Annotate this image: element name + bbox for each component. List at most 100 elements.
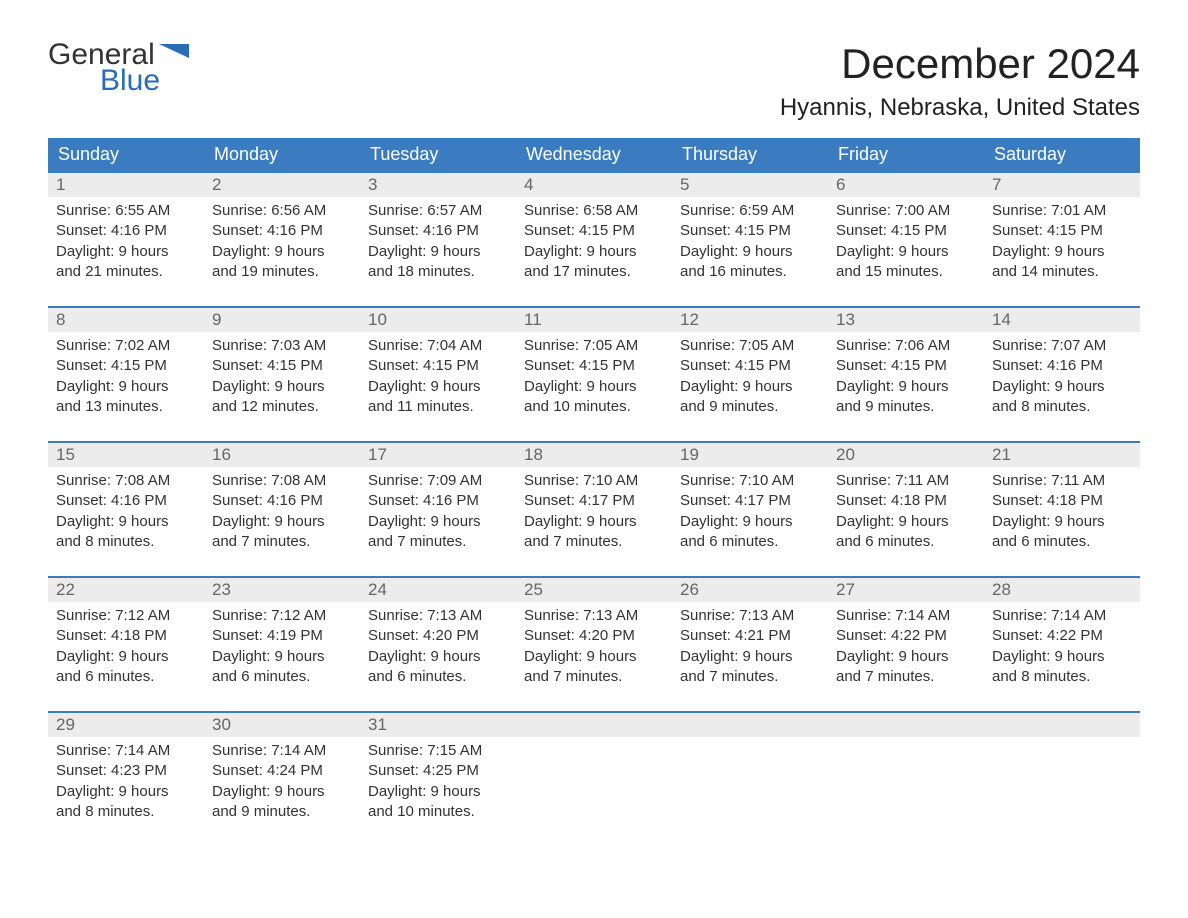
sunrise-text: Sunrise: 6:55 AM <box>56 201 196 221</box>
day-number: 10 <box>360 308 516 332</box>
sunrise-text: Sunrise: 6:59 AM <box>680 201 820 221</box>
daylight-line2: and 8 minutes. <box>992 667 1132 687</box>
day-number: 23 <box>204 578 360 602</box>
day-number: 2 <box>204 173 360 197</box>
sunrise-text: Sunrise: 7:03 AM <box>212 336 352 356</box>
daylight-line2: and 21 minutes. <box>56 262 196 282</box>
daylight-line1: Daylight: 9 hours <box>212 377 352 397</box>
daylight-line2: and 7 minutes. <box>524 532 664 552</box>
daylight-line1: Daylight: 9 hours <box>56 377 196 397</box>
day-body: Sunrise: 7:07 AMSunset: 4:16 PMDaylight:… <box>984 332 1140 425</box>
day-body: Sunrise: 7:10 AMSunset: 4:17 PMDaylight:… <box>516 467 672 560</box>
daylight-line2: and 7 minutes. <box>368 532 508 552</box>
day-body: Sunrise: 6:56 AMSunset: 4:16 PMDaylight:… <box>204 197 360 290</box>
daylight-line1: Daylight: 9 hours <box>836 647 976 667</box>
sunset-text: Sunset: 4:15 PM <box>524 356 664 376</box>
day-header-sunday: Sunday <box>48 138 204 171</box>
sunrise-text: Sunrise: 7:13 AM <box>368 606 508 626</box>
daylight-line2: and 10 minutes. <box>368 802 508 822</box>
day-cell: 31Sunrise: 7:15 AMSunset: 4:25 PMDayligh… <box>360 713 516 830</box>
day-cell: 25Sunrise: 7:13 AMSunset: 4:20 PMDayligh… <box>516 578 672 695</box>
sunrise-text: Sunrise: 7:01 AM <box>992 201 1132 221</box>
day-cell: 6Sunrise: 7:00 AMSunset: 4:15 PMDaylight… <box>828 173 984 290</box>
daylight-line2: and 8 minutes. <box>992 397 1132 417</box>
daylight-line2: and 19 minutes. <box>212 262 352 282</box>
daylight-line2: and 16 minutes. <box>680 262 820 282</box>
day-body: Sunrise: 7:11 AMSunset: 4:18 PMDaylight:… <box>984 467 1140 560</box>
day-body: Sunrise: 7:12 AMSunset: 4:18 PMDaylight:… <box>48 602 204 695</box>
week-row: 22Sunrise: 7:12 AMSunset: 4:18 PMDayligh… <box>48 576 1140 695</box>
daylight-line1: Daylight: 9 hours <box>56 782 196 802</box>
daylight-line2: and 17 minutes. <box>524 262 664 282</box>
day-header-tuesday: Tuesday <box>360 138 516 171</box>
sunset-text: Sunset: 4:15 PM <box>680 356 820 376</box>
day-cell: 8Sunrise: 7:02 AMSunset: 4:15 PMDaylight… <box>48 308 204 425</box>
day-cell: 19Sunrise: 7:10 AMSunset: 4:17 PMDayligh… <box>672 443 828 560</box>
title-block: December 2024 Hyannis, Nebraska, United … <box>780 40 1140 122</box>
sunrise-text: Sunrise: 7:02 AM <box>56 336 196 356</box>
day-cell: 5Sunrise: 6:59 AMSunset: 4:15 PMDaylight… <box>672 173 828 290</box>
sunrise-text: Sunrise: 7:08 AM <box>212 471 352 491</box>
day-number <box>516 713 672 737</box>
day-body: Sunrise: 7:06 AMSunset: 4:15 PMDaylight:… <box>828 332 984 425</box>
daylight-line2: and 6 minutes. <box>680 532 820 552</box>
daylight-line1: Daylight: 9 hours <box>212 242 352 262</box>
sunset-text: Sunset: 4:17 PM <box>524 491 664 511</box>
sunset-text: Sunset: 4:18 PM <box>56 626 196 646</box>
day-body: Sunrise: 7:13 AMSunset: 4:20 PMDaylight:… <box>360 602 516 695</box>
day-number: 12 <box>672 308 828 332</box>
day-body: Sunrise: 7:14 AMSunset: 4:23 PMDaylight:… <box>48 737 204 830</box>
day-cell: 4Sunrise: 6:58 AMSunset: 4:15 PMDaylight… <box>516 173 672 290</box>
daylight-line2: and 6 minutes. <box>992 532 1132 552</box>
daylight-line1: Daylight: 9 hours <box>992 377 1132 397</box>
daylight-line1: Daylight: 9 hours <box>524 377 664 397</box>
sunset-text: Sunset: 4:25 PM <box>368 761 508 781</box>
day-number: 27 <box>828 578 984 602</box>
day-body: Sunrise: 7:05 AMSunset: 4:15 PMDaylight:… <box>516 332 672 425</box>
day-cell: 22Sunrise: 7:12 AMSunset: 4:18 PMDayligh… <box>48 578 204 695</box>
daylight-line1: Daylight: 9 hours <box>992 647 1132 667</box>
sunset-text: Sunset: 4:16 PM <box>368 491 508 511</box>
day-number: 18 <box>516 443 672 467</box>
sunset-text: Sunset: 4:15 PM <box>836 356 976 376</box>
sunset-text: Sunset: 4:15 PM <box>56 356 196 376</box>
day-body: Sunrise: 7:04 AMSunset: 4:15 PMDaylight:… <box>360 332 516 425</box>
day-body: Sunrise: 6:59 AMSunset: 4:15 PMDaylight:… <box>672 197 828 290</box>
day-number <box>828 713 984 737</box>
day-number: 9 <box>204 308 360 332</box>
daylight-line2: and 18 minutes. <box>368 262 508 282</box>
day-number: 11 <box>516 308 672 332</box>
sunset-text: Sunset: 4:15 PM <box>836 221 976 241</box>
day-body: Sunrise: 7:15 AMSunset: 4:25 PMDaylight:… <box>360 737 516 830</box>
sunset-text: Sunset: 4:20 PM <box>524 626 664 646</box>
day-header-friday: Friday <box>828 138 984 171</box>
day-number: 31 <box>360 713 516 737</box>
day-number: 5 <box>672 173 828 197</box>
sunset-text: Sunset: 4:15 PM <box>992 221 1132 241</box>
sunrise-text: Sunrise: 7:14 AM <box>56 741 196 761</box>
day-cell: 23Sunrise: 7:12 AMSunset: 4:19 PMDayligh… <box>204 578 360 695</box>
daylight-line1: Daylight: 9 hours <box>992 242 1132 262</box>
day-header-wednesday: Wednesday <box>516 138 672 171</box>
sunrise-text: Sunrise: 7:05 AM <box>524 336 664 356</box>
day-cell <box>984 713 1140 830</box>
sunrise-text: Sunrise: 7:14 AM <box>992 606 1132 626</box>
day-body <box>828 737 984 749</box>
day-body: Sunrise: 7:14 AMSunset: 4:22 PMDaylight:… <box>984 602 1140 695</box>
sunrise-text: Sunrise: 7:13 AM <box>680 606 820 626</box>
day-number <box>672 713 828 737</box>
daylight-line1: Daylight: 9 hours <box>680 377 820 397</box>
day-number: 26 <box>672 578 828 602</box>
logo-text-blue: Blue <box>48 66 189 96</box>
daylight-line1: Daylight: 9 hours <box>368 242 508 262</box>
day-cell: 3Sunrise: 6:57 AMSunset: 4:16 PMDaylight… <box>360 173 516 290</box>
day-body: Sunrise: 7:09 AMSunset: 4:16 PMDaylight:… <box>360 467 516 560</box>
day-number: 17 <box>360 443 516 467</box>
daylight-line1: Daylight: 9 hours <box>992 512 1132 532</box>
day-number: 4 <box>516 173 672 197</box>
daylight-line1: Daylight: 9 hours <box>368 647 508 667</box>
day-cell: 16Sunrise: 7:08 AMSunset: 4:16 PMDayligh… <box>204 443 360 560</box>
daylight-line2: and 6 minutes. <box>836 532 976 552</box>
day-number: 30 <box>204 713 360 737</box>
daylight-line2: and 14 minutes. <box>992 262 1132 282</box>
